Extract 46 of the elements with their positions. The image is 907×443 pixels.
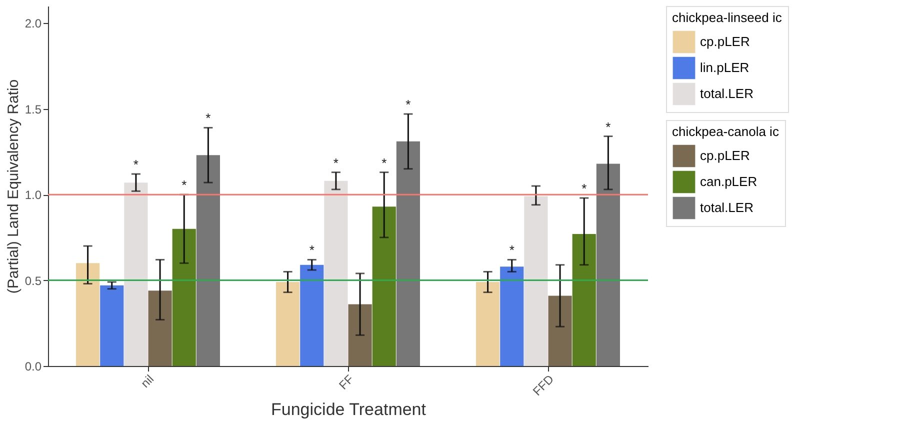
data-label: * [509, 242, 514, 258]
bar [172, 228, 196, 366]
data-label: * [406, 97, 411, 112]
y-axis-title: (Partial) Land Equivalency Ratio [4, 79, 22, 294]
y-tick-label: 0.0 [24, 360, 42, 374]
bar [372, 206, 396, 366]
data-label: * [582, 181, 587, 196]
text: chickpea-linseed ic [672, 10, 782, 25]
data-label: * [382, 155, 387, 170]
bar [548, 296, 572, 366]
legend-label: cp.pLER [700, 34, 750, 49]
bar [596, 164, 620, 366]
bar [100, 285, 124, 366]
data-label: * [333, 155, 338, 170]
data-label: * [309, 242, 314, 258]
bar [76, 263, 100, 366]
data-label: * [606, 119, 611, 134]
x-tick-label: nil [138, 372, 156, 390]
bar [476, 282, 500, 366]
bar [500, 266, 524, 366]
y-tick-label: 1.5 [24, 102, 42, 116]
bar [148, 290, 172, 366]
legend-label: total.LER [700, 200, 754, 215]
text: chickpea-canola ic [672, 124, 779, 139]
legend-label: can.pLER [700, 174, 758, 189]
x-axis-title: Fungicide Treatment [271, 400, 426, 419]
bar [396, 141, 420, 366]
bar [196, 155, 220, 366]
bar [300, 264, 324, 366]
x-tick-label: FFD [530, 372, 557, 398]
legend-label: lin.pLER [700, 60, 750, 75]
bar [124, 182, 148, 366]
data-label: * [182, 178, 187, 193]
legend-label: total.LER [700, 86, 754, 101]
x-tick-label: FF [336, 372, 356, 392]
bar [348, 304, 372, 366]
bar [324, 180, 348, 366]
bar [572, 234, 596, 366]
bar [276, 282, 300, 366]
y-tick-label: 1.0 [24, 188, 42, 202]
data-label: * [133, 157, 138, 172]
bar [524, 196, 548, 366]
data-label: * [206, 110, 211, 126]
legend-label: cp.pLER [700, 148, 750, 163]
y-tick-label: 0.5 [24, 274, 42, 288]
y-tick-label: 2.0 [24, 16, 42, 31]
